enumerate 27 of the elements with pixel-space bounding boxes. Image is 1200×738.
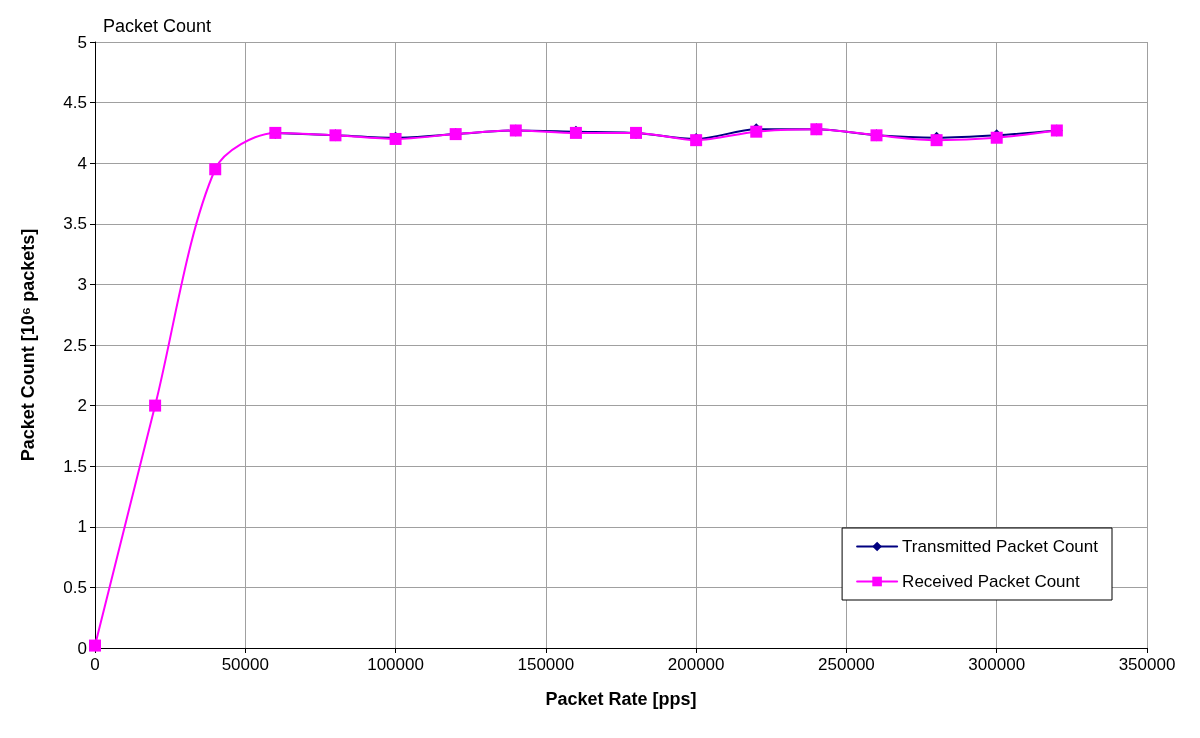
y-tick-label: 0: [77, 638, 87, 658]
y-tick-label: 4.5: [63, 93, 87, 113]
y-axis-title: Packet Count [10⁶ packets]: [18, 228, 38, 462]
y-tick-label: 0.5: [63, 577, 87, 597]
y-tick-label: 1: [77, 517, 87, 537]
y-tick-label: 5: [77, 32, 87, 52]
legend-label: Received Packet Count: [902, 572, 1081, 591]
x-tick-label: 0: [90, 655, 100, 674]
y-tick-label: 1.5: [63, 456, 87, 476]
x-tick-label: 50000: [221, 655, 269, 674]
chart-title: Packet Count: [103, 16, 212, 36]
point: [149, 399, 162, 412]
y-tick-label: 3: [77, 274, 87, 294]
x-tick-label: 150000: [517, 655, 575, 674]
x-axis-title: Packet Rate [pps]: [545, 689, 697, 709]
point: [209, 163, 222, 176]
x-tick-label: 100000: [367, 655, 424, 674]
legend-label: Transmitted Packet Count: [902, 537, 1099, 556]
x-tick-label: 300000: [968, 655, 1026, 674]
y-tick-label: 3.5: [63, 214, 87, 234]
y-tick-label: 2.5: [63, 335, 87, 355]
x-tick-label: 350000: [1118, 655, 1176, 674]
x-tick-label: 200000: [667, 655, 725, 674]
point: [89, 639, 101, 652]
y-tick-label: 2: [77, 396, 87, 416]
x-tick-label: 250000: [818, 655, 875, 674]
y-tick-label: 4: [77, 153, 87, 173]
